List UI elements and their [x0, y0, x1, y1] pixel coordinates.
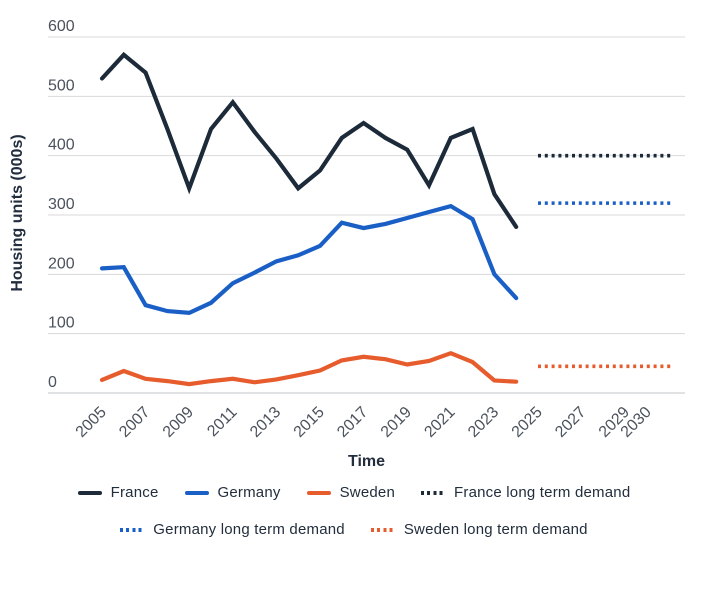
x-tick-label-2023: 2023 [465, 404, 502, 441]
gridlines [48, 36, 685, 394]
legend-label: Germany [217, 484, 281, 501]
legend-label: Germany long term demand [153, 521, 345, 538]
legend-item-france-long-term-demand: France long term demand [421, 484, 630, 501]
france-line-swatch [77, 490, 102, 495]
legend-item-germany-long-term-demand: Germany long term demand [120, 521, 345, 538]
x-tick-label-2017: 2017 [334, 404, 371, 441]
y-tick-labels: 0 100 200 300 400 500 600 [48, 18, 75, 391]
legend-item-sweden-long-term-demand: Sweden long term demand [370, 521, 588, 538]
legend-item-sweden: Sweden [306, 484, 396, 501]
x-tick-label-2009: 2009 [160, 404, 197, 441]
x-tick-label-2007: 2007 [116, 404, 153, 441]
legend-label: France [110, 484, 159, 501]
legend-item-france: France [77, 484, 159, 501]
legend-label: France long term demand [454, 484, 631, 501]
y-tick-label-600: 600 [48, 18, 75, 35]
legend-row-1: France Germany Sweden France long term d… [34, 484, 674, 501]
germany-demand-dotted-swatch [120, 527, 145, 532]
germany-line-swatch [184, 490, 209, 495]
legend-label: Sweden [339, 484, 396, 501]
y-axis-title: Housing units (000s) [9, 134, 26, 291]
y-tick-label-300: 300 [48, 196, 75, 213]
france-line [99, 51, 519, 229]
x-axis-title: Time [348, 453, 385, 470]
germany-line [99, 203, 519, 316]
x-tick-label-2015: 2015 [291, 404, 328, 441]
x-tick-label-2019: 2019 [378, 404, 415, 441]
y-tick-label-200: 200 [48, 255, 75, 272]
sweden-demand-dotted-swatch [370, 527, 395, 532]
x-tick-label-2025: 2025 [509, 404, 546, 441]
y-tick-label-100: 100 [48, 315, 75, 332]
france-demand-dotted-swatch [421, 490, 446, 495]
x-tick-label-2011: 2011 [204, 404, 240, 440]
legend-label: Sweden long term demand [403, 521, 588, 538]
sweden-line-swatch [306, 490, 331, 495]
chart-legend: France Germany Sweden France long term d… [34, 484, 674, 538]
x-tick-label-2027: 2027 [552, 404, 589, 441]
x-tick-label-2005: 2005 [73, 404, 110, 441]
sweden-line [99, 350, 519, 387]
x-tick-label-2013: 2013 [247, 404, 284, 441]
y-tick-label-500: 500 [48, 77, 75, 94]
x-tick-label-2021: 2021 [421, 404, 458, 441]
x-tick-labels: 2005 2007 2009 2011 2013 2015 2017 2019 2021 2023… [73, 404, 655, 441]
legend-row-2: Germany long term demand Sweden long ter… [34, 521, 674, 538]
y-tick-label-0: 0 [48, 374, 57, 391]
y-tick-label-400: 400 [48, 137, 75, 154]
legend-item-germany: Germany [184, 484, 281, 501]
